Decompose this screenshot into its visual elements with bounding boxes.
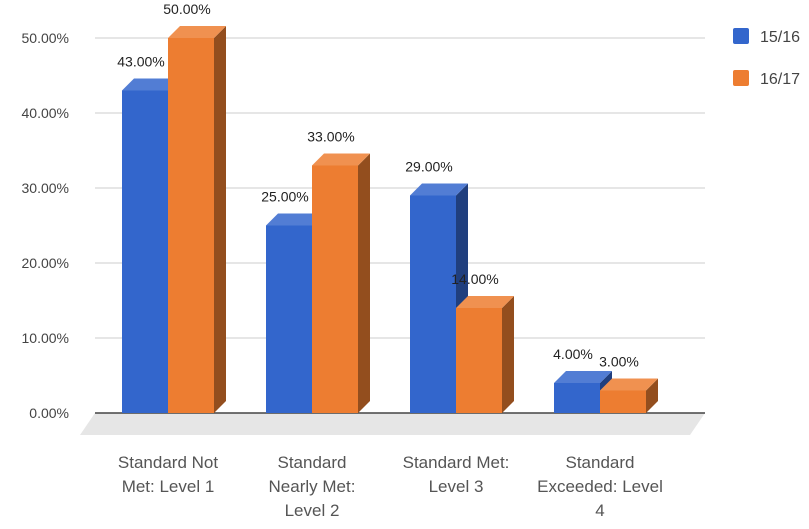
data-labels: 43.00% 50.00% 25.00% 33.00% 29.00% 14.00% 4.00… (117, 1, 639, 370)
data-label: 43.00% (117, 54, 164, 70)
y-axis-ticks: 0.00% 10.00% 20.00% 30.00% 40.00% 50.00% (22, 30, 69, 421)
legend-item-16/17: 16/17 (733, 70, 800, 88)
category-label: Standard Nearly Met: Level 2 (269, 453, 356, 520)
floor-plane (80, 413, 705, 435)
legend: 15/16 16/17 (733, 28, 800, 88)
bar-front (168, 38, 214, 413)
bar-top (122, 78, 180, 91)
y-tick-label: 0.00% (29, 405, 69, 421)
bar-front (266, 225, 312, 413)
bar-front (122, 90, 168, 413)
y-tick-label: 40.00% (22, 105, 69, 121)
chart-floor (80, 413, 705, 435)
y-tick-label: 10.00% (22, 330, 69, 346)
category-label: Standard Met: Level 3 (403, 453, 510, 496)
bar-side (502, 296, 514, 413)
bar-top (554, 371, 612, 383)
legend-label: 16/17 (760, 71, 800, 88)
legend-swatch (733, 70, 749, 86)
bar-front (312, 165, 358, 413)
category-labels: Standard Not Met: Level 1 Standard Nearly M… (118, 453, 663, 520)
category-label: Standard Exceeded: Level 4 (537, 453, 663, 520)
bar-front (600, 390, 646, 413)
y-tick-label: 50.00% (22, 30, 69, 46)
data-label: 29.00% (405, 159, 452, 175)
bar-side (358, 153, 370, 413)
bars (122, 26, 658, 413)
bar-16/17-3 (600, 378, 658, 413)
bar-top (168, 26, 226, 38)
bar-16/17-1 (312, 153, 370, 413)
y-tick-label: 20.00% (22, 255, 69, 271)
legend-item-15/16: 15/16 (733, 28, 800, 46)
bar-front (554, 383, 600, 413)
bar-front (410, 195, 456, 413)
bar-16/17-2 (456, 296, 514, 413)
data-label: 50.00% (163, 1, 210, 17)
bar-side (646, 378, 658, 413)
bar-top (410, 183, 468, 196)
data-label: 25.00% (261, 189, 308, 205)
category-label: Standard Not Met: Level 1 (118, 453, 218, 496)
data-label: 33.00% (307, 129, 354, 145)
legend-label: 15/16 (760, 29, 800, 46)
bar-top (600, 378, 658, 391)
bar-top (456, 296, 514, 308)
bar-top (266, 213, 324, 226)
legend-swatch (733, 28, 749, 44)
data-label: 4.00% (553, 346, 593, 362)
bar-top (312, 153, 370, 166)
bar-side (214, 26, 226, 413)
bar-16/17-0 (168, 26, 226, 413)
bar-front (456, 308, 502, 413)
data-label: 3.00% (599, 354, 639, 370)
y-tick-label: 30.00% (22, 180, 69, 196)
data-label: 14.00% (451, 271, 498, 287)
